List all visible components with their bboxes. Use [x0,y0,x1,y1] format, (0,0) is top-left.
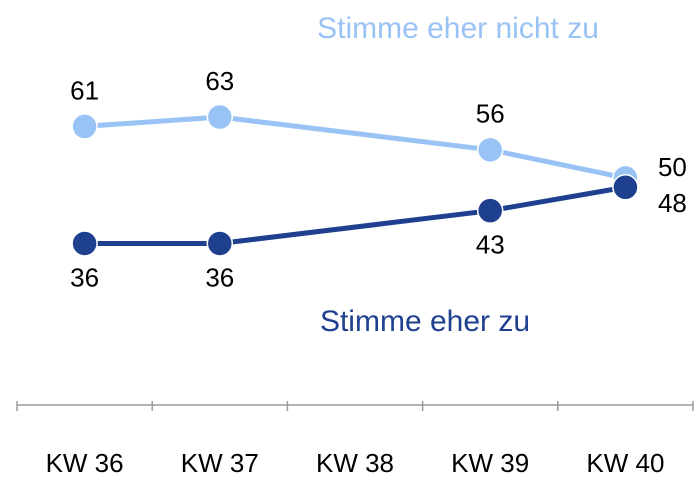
data-point [476,136,504,164]
data-point [71,230,98,257]
data-label: 36 [70,262,99,292]
data-point [612,174,639,201]
series-label: Stimme eher zu [320,305,530,338]
data-label: 61 [70,75,99,105]
data-label: 36 [205,262,234,292]
series-label: Stimme eher nicht zu [317,12,599,45]
x-tick-label: KW 37 [181,448,259,478]
data-point [206,230,234,257]
series-line [84,114,626,181]
data-label: 48 [658,188,687,218]
x-tick-label: KW 40 [586,448,664,478]
data-point [71,113,98,140]
series-line [84,184,626,246]
data-label: 63 [205,66,234,96]
x-tick-label: KW 39 [451,448,529,478]
data-point [476,197,504,224]
data-label: 50 [658,152,687,182]
data-point [206,103,234,131]
x-tick-label: KW 38 [316,448,394,478]
data-label: 56 [476,99,505,129]
x-tick-label: KW 36 [46,448,124,478]
data-label: 43 [476,230,505,260]
